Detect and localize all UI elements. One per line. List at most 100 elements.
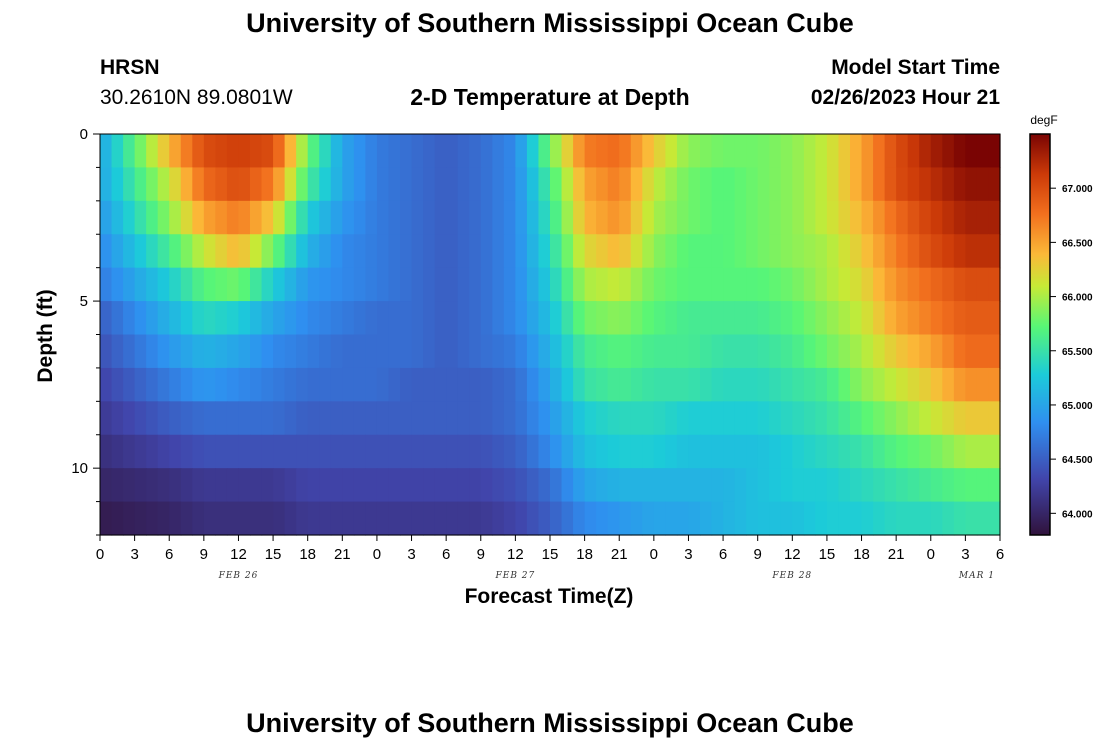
heatmap-cell — [342, 234, 355, 269]
heatmap-cell — [192, 267, 205, 302]
heatmap-cell — [850, 334, 863, 369]
heatmap-cell — [976, 267, 990, 302]
heatmap-cell — [284, 501, 297, 536]
heatmap-cell — [711, 367, 724, 402]
heatmap-cell — [965, 401, 978, 436]
heatmap-cell — [353, 267, 366, 302]
heatmap-cell — [930, 301, 943, 336]
heatmap-cell — [388, 468, 401, 503]
heatmap-cell — [538, 501, 551, 536]
heatmap-cell — [353, 367, 366, 402]
heatmap-cell — [757, 401, 770, 436]
heatmap-cell — [896, 234, 909, 269]
heatmap-cell — [146, 167, 159, 202]
heatmap-cell — [353, 167, 366, 202]
x-tick-label: 9 — [754, 546, 762, 563]
heatmap-cell — [653, 334, 666, 369]
heatmap-cell — [976, 367, 990, 402]
heatmap-cell — [561, 401, 574, 436]
heatmap-cell — [884, 167, 897, 202]
heatmap-cell — [423, 134, 436, 169]
heatmap-cell — [261, 434, 274, 469]
x-tick-label: 21 — [334, 546, 351, 563]
heatmap-cell — [111, 501, 124, 536]
heatmap-cell — [757, 167, 770, 202]
heatmap-cell — [353, 401, 366, 436]
heatmap-cell — [123, 501, 136, 536]
heatmap-cell — [746, 501, 759, 536]
heatmap-cell — [446, 134, 459, 169]
heatmap-cell — [365, 468, 378, 503]
heatmap-cell — [884, 434, 897, 469]
heatmap-cell — [850, 367, 863, 402]
heatmap-cell — [988, 334, 1001, 369]
heatmap-cell — [215, 434, 228, 469]
heatmap-cell — [134, 367, 147, 402]
heatmap-cell — [630, 367, 643, 402]
heatmap-cell — [492, 301, 505, 336]
heatmap-cell — [123, 401, 136, 436]
heatmap-cell — [192, 167, 205, 202]
heatmap-cell — [238, 367, 251, 402]
x-tick-label: 3 — [130, 546, 138, 563]
heatmap-cell — [307, 167, 320, 202]
heatmap-cell — [238, 334, 251, 369]
heatmap-cell — [792, 234, 805, 269]
heatmap-cell — [780, 501, 793, 536]
heatmap-cell — [850, 134, 863, 169]
heatmap-cell — [688, 501, 701, 536]
heatmap-cell — [607, 501, 620, 536]
heatmap-cell — [434, 200, 447, 235]
heatmap-cell — [850, 401, 863, 436]
heatmap-cell — [953, 401, 966, 436]
heatmap-cell — [492, 200, 505, 235]
heatmap-cell — [792, 200, 805, 235]
heatmap-cell — [780, 134, 793, 169]
heatmap-cell — [642, 434, 655, 469]
heatmap-cell — [550, 401, 563, 436]
heatmap-cell — [538, 267, 551, 302]
heatmap-cell — [838, 334, 851, 369]
heatmap-cell — [815, 334, 828, 369]
heatmap-cell — [480, 334, 493, 369]
heatmap-cell — [584, 301, 597, 336]
heatmap-cell — [469, 234, 482, 269]
heatmap-cell — [515, 134, 528, 169]
heatmap-cell — [296, 134, 309, 169]
heatmap-cell — [550, 501, 563, 536]
heatmap-cell — [642, 234, 655, 269]
heatmap-cell — [330, 334, 343, 369]
heatmap-cell — [850, 501, 863, 536]
heatmap-cell — [942, 134, 955, 169]
heatmap-cell — [307, 434, 320, 469]
heatmap-cell — [953, 234, 966, 269]
heatmap-cell — [446, 501, 459, 536]
day-label: FEB 28 — [771, 571, 812, 581]
heatmap-cell — [688, 301, 701, 336]
heatmap-cell — [388, 367, 401, 402]
heatmap-cell — [273, 267, 286, 302]
heatmap-cell — [296, 301, 309, 336]
heatmap-cell — [446, 234, 459, 269]
heatmap-cell — [480, 167, 493, 202]
heatmap-cell — [480, 501, 493, 536]
heatmap-cell — [203, 367, 216, 402]
heatmap-cell — [457, 267, 470, 302]
heatmap-cell — [400, 200, 413, 235]
heatmap-cell — [284, 334, 297, 369]
colorbar-tick-label: 67.000 — [1062, 184, 1093, 195]
heatmap-cell — [907, 401, 920, 436]
heatmap-cell — [526, 401, 540, 436]
heatmap-cell — [561, 134, 574, 169]
heatmap-cell — [642, 167, 655, 202]
heatmap-cell — [123, 234, 136, 269]
heatmap-cell — [861, 501, 874, 536]
heatmap-cell — [942, 334, 955, 369]
heatmap-cell — [607, 434, 620, 469]
heatmap-cell — [376, 267, 390, 302]
heatmap-cell — [284, 401, 297, 436]
heatmap-cell — [146, 234, 159, 269]
heatmap-cell — [792, 401, 805, 436]
heatmap-cell — [376, 200, 390, 235]
heatmap-cell — [676, 234, 690, 269]
